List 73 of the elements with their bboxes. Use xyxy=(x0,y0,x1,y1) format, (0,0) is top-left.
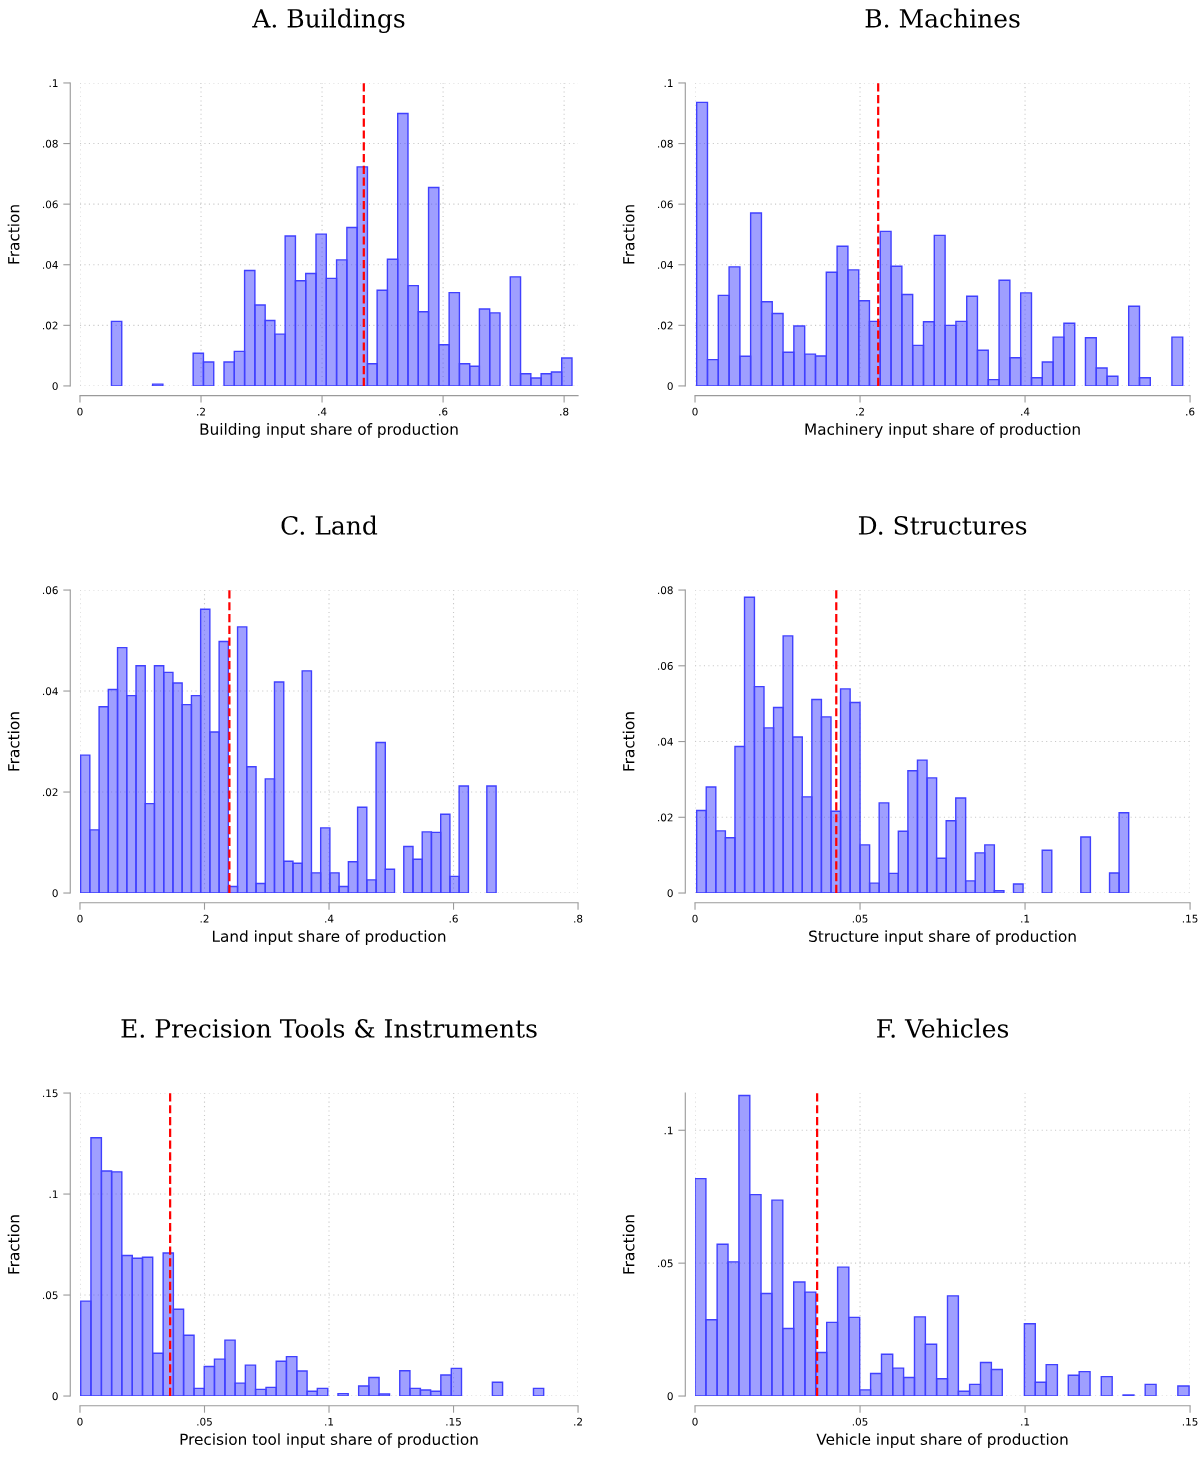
y-tick-label: 0 xyxy=(667,889,673,898)
y-tick-label: .1 xyxy=(49,79,58,87)
y-tick-label: .08 xyxy=(658,139,673,148)
x-axis-title: Machinery input share of production xyxy=(805,423,1080,438)
y-axis-title: Fraction xyxy=(7,205,20,264)
x-tick-label: 0 xyxy=(77,914,83,923)
chart-title: C. Land xyxy=(281,515,378,535)
y-tick-label: .02 xyxy=(658,813,673,822)
x-tick-label: .2 xyxy=(574,1417,582,1426)
x-axis-title: Land input share of production xyxy=(212,930,446,945)
y-tick-label: .02 xyxy=(43,788,58,797)
x-axis-title: Vehicle input share of production xyxy=(816,1433,1068,1448)
y-tick-label: .05 xyxy=(658,1259,673,1268)
y-axis-title: Fraction xyxy=(622,205,635,264)
x-tick-label: .8 xyxy=(560,407,569,416)
x-tick-label: .4 xyxy=(325,914,334,923)
y-tick-label: .04 xyxy=(43,687,58,696)
y-tick-label: .04 xyxy=(658,737,673,746)
y-axis-title: Fraction xyxy=(622,1215,635,1274)
x-tick-label: .05 xyxy=(852,1417,868,1426)
x-axis-title: Precision tool input share of production xyxy=(180,1433,478,1448)
y-tick-label: 0 xyxy=(52,889,58,898)
x-tick-label: 0 xyxy=(692,1417,698,1426)
y-tick-label: .15 xyxy=(43,1089,58,1098)
y-axis-title: Fraction xyxy=(7,712,20,771)
chart-title: F. Vehicles xyxy=(877,1018,1009,1038)
y-axis-title: Fraction xyxy=(622,712,635,771)
x-tick-label: .6 xyxy=(1186,407,1195,416)
x-tick-label: 0 xyxy=(77,407,83,416)
x-tick-label: 0 xyxy=(692,914,698,923)
y-tick-label: .06 xyxy=(658,662,673,670)
y-tick-label: .04 xyxy=(658,260,673,269)
x-tick-label: .05 xyxy=(197,1417,212,1426)
x-tick-label: .4 xyxy=(318,407,327,416)
y-tick-label: .08 xyxy=(658,586,673,595)
x-tick-label: .1 xyxy=(325,1417,334,1426)
y-tick-label: .02 xyxy=(43,321,58,330)
chart-title: A. Buildings xyxy=(252,8,405,33)
y-tick-label: .05 xyxy=(43,1291,58,1300)
y-tick-label: .08 xyxy=(43,139,58,148)
y-tick-label: .1 xyxy=(664,79,673,87)
x-tick-label: .15 xyxy=(446,1417,461,1426)
y-tick-label: .1 xyxy=(664,1126,673,1135)
x-tick-label: .4 xyxy=(1021,407,1030,416)
x-tick-label: .2 xyxy=(856,407,864,416)
x-tick-label: .6 xyxy=(449,914,458,923)
x-tick-label: .2 xyxy=(197,407,205,416)
y-tick-label: 0 xyxy=(667,382,673,391)
y-tick-label: 0 xyxy=(52,1392,58,1401)
x-tick-label: .15 xyxy=(1182,1417,1198,1426)
x-tick-label: .05 xyxy=(852,914,868,923)
x-tick-label: .15 xyxy=(1182,914,1198,923)
x-tick-label: .8 xyxy=(574,914,583,923)
y-tick-label: .06 xyxy=(43,586,58,595)
chart-title: B. Machines xyxy=(865,8,1020,28)
x-axis-title: Structure input share of production xyxy=(809,930,1076,945)
y-tick-label: 0 xyxy=(667,1392,673,1401)
y-tick-label: .06 xyxy=(658,200,673,209)
y-tick-label: .1 xyxy=(49,1190,58,1199)
x-axis-title: Building input share of production xyxy=(200,423,458,438)
x-tick-label: .2 xyxy=(200,914,209,923)
y-tick-label: .06 xyxy=(43,200,58,209)
x-tick-label: 0 xyxy=(77,1417,83,1426)
y-tick-label: .04 xyxy=(43,260,58,269)
chart-title: E. Precision Tools & Instruments xyxy=(121,1018,537,1038)
y-tick-label: 0 xyxy=(52,382,58,391)
x-tick-label: .1 xyxy=(1021,1417,1030,1426)
x-tick-label: .1 xyxy=(1021,914,1030,923)
x-tick-label: .6 xyxy=(439,407,448,416)
y-axis-title: Fraction xyxy=(7,1215,20,1274)
chart-title: D. Structures xyxy=(858,515,1027,535)
y-tick-label: .02 xyxy=(658,321,673,330)
x-tick-label: 0 xyxy=(692,407,698,416)
